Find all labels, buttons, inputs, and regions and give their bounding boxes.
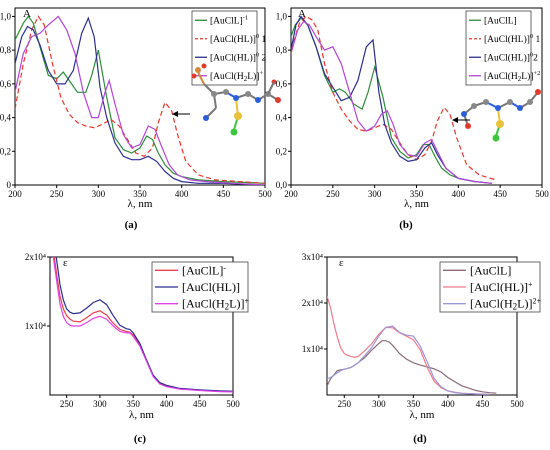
y-tick-label: 3x10⁴ (302, 252, 323, 262)
x-axis-label: λ, nm (404, 198, 429, 210)
x-tick-label: 250 (338, 399, 352, 409)
legend-label: [AuCl(H2L)]+2 (484, 70, 540, 83)
x-axis-label: λ, nm (128, 198, 153, 210)
x-tick-label: 400 (452, 189, 466, 199)
x-tick-label: 500 (510, 399, 524, 409)
x-tick-label: 450 (476, 399, 490, 409)
series-line-4 (291, 20, 492, 184)
y-tick-label: 2x10⁴ (302, 298, 323, 308)
panel-b: 200 250 300 350 400 450 500 0,0 0,2 0,4 0,6 0,8 1,0 A… (276, 7, 549, 231)
x-axis-label: λ, nm (129, 409, 154, 421)
y-tick-label: 2x10⁴ (25, 252, 46, 262)
x-tick-label: 450 (217, 189, 231, 199)
panel-c: 250 300 350 400 450 500 1x10⁴ 2x10⁴ ε λ, nm (c) [Au… (25, 252, 250, 445)
legend-label: [AuCl(HL)]0 1 (484, 33, 541, 45)
y-tick-label: 0,6 (0, 79, 12, 89)
y-tick-label: 1,0 (276, 11, 288, 21)
y-tick-label: 0,0 (276, 180, 288, 190)
legend-label: [AuCl(HL)]02 (484, 51, 538, 63)
series-line-2 (15, 15, 265, 184)
x-tick-label: 300 (368, 189, 382, 199)
legend-label: [AuClL]-1 (210, 14, 248, 26)
x-tick-label: 350 (133, 189, 147, 199)
x-tick-label: 450 (493, 189, 507, 199)
y-tick-label: 0,4 (276, 113, 288, 123)
panel-a: 200 250 300 350 400 450 500 0 0,2 0,4 0,6 0,8 1,0 Aλ,… (0, 7, 281, 231)
x-tick-label: 400 (160, 399, 174, 409)
panel-caption: (b) (399, 219, 413, 231)
series-line-3 (291, 15, 492, 184)
x-tick-label: 350 (407, 399, 421, 409)
legend-label: [AuClL]- (182, 263, 226, 277)
legend-label: [AuCl(H2L)]+ (182, 297, 250, 312)
panel-caption: (d) (413, 433, 427, 445)
arrow-icon-a (172, 111, 190, 117)
panel-caption: (c) (134, 433, 147, 445)
x-tick-label: 250 (60, 399, 74, 409)
x-tick-label: 300 (92, 189, 106, 199)
x-tick-label: 300 (372, 399, 386, 409)
x-tick-label: 200 (8, 189, 22, 199)
y-tick-label: 1,0 (0, 11, 12, 21)
panel-d: 250 300 350 400 450 500 1x10⁴ 2x10⁴ 3x10⁴ ε λ, nm (… (302, 252, 542, 445)
y-tick-label: 0,8 (0, 45, 12, 55)
y-tick-label: 0,2 (0, 146, 11, 156)
legend-label: [AuCl(HL)]0 1 (210, 33, 267, 45)
y-tick-label: 0,8 (276, 45, 288, 55)
series-line-1 (291, 17, 476, 183)
x-tick-label: 500 (258, 189, 272, 199)
series-line-1 (53, 257, 233, 393)
series-line-2 (55, 257, 233, 392)
y-axis-label: A (298, 8, 306, 20)
series-line-3 (15, 16, 265, 185)
y-tick-label: 0 (7, 180, 12, 190)
x-tick-label: 500 (226, 399, 240, 409)
x-axis-label: λ, nm (410, 409, 435, 421)
series-line-4 (15, 15, 265, 185)
y-tick-label: 0,2 (276, 146, 287, 156)
x-tick-label: 250 (50, 189, 64, 199)
series-line-1 (15, 15, 265, 184)
legend-label: [AuCl(HL)]+ (470, 280, 533, 294)
legend-label: [AuCl(HL)] (182, 280, 240, 294)
x-tick-label: 400 (441, 399, 455, 409)
x-tick-label: 400 (175, 189, 189, 199)
y-axis-label: A (23, 8, 31, 20)
x-tick-label: 200 (284, 189, 298, 199)
molecule-illustration-b (461, 89, 541, 142)
plot-area-c: 250 300 350 400 450 500 1x10⁴ 2x10⁴ ε λ, nm (c) [Au… (25, 252, 250, 445)
arrow-icon-b (452, 117, 470, 123)
plot-area-b: 200 250 300 350 400 450 500 0,0 0,2 0,4 0,6 0,8 1,0 A… (276, 7, 549, 231)
legend-box (191, 10, 258, 86)
x-tick-label: 350 (410, 189, 424, 199)
y-axis-label: ε (339, 257, 344, 269)
y-axis-label: ε (63, 257, 68, 269)
series-line-3 (52, 257, 233, 393)
legend-label: [AuCl(H2L)]2+ (470, 297, 542, 312)
x-tick-label: 300 (93, 399, 107, 409)
y-tick-label: 1x10⁴ (25, 321, 46, 331)
y-tick-label: 1x10⁴ (302, 344, 323, 354)
legend-label: [AuClL] (470, 263, 511, 277)
series-line-3 (327, 325, 490, 395)
series-line-2 (291, 15, 497, 181)
x-tick-label: 500 (535, 189, 549, 199)
legend-box (465, 10, 532, 86)
legend-label: [AuClL] (484, 16, 517, 26)
axes-frame (326, 256, 518, 396)
legend-label: [AuCl(H2L)]+ (210, 70, 263, 83)
y-tick-label: 0,4 (0, 113, 12, 123)
legend-label: [AuCl(HL)]0 2 (210, 51, 267, 63)
panel-caption: (a) (125, 219, 138, 231)
molecule-illustration-a (191, 63, 281, 136)
plot-area-a: 200 250 300 350 400 450 500 0 0,2 0,4 0,6 0,8 1,0 Aλ,… (0, 7, 272, 231)
y-tick-label: 0,6 (276, 79, 288, 89)
x-tick-label: 450 (193, 399, 207, 409)
x-tick-label: 250 (326, 189, 340, 199)
x-tick-label: 350 (126, 399, 140, 409)
plot-area-d: 250 300 350 400 450 500 1x10⁴ 2x10⁴ 3x10⁴ ε λ, nm (… (302, 252, 542, 445)
